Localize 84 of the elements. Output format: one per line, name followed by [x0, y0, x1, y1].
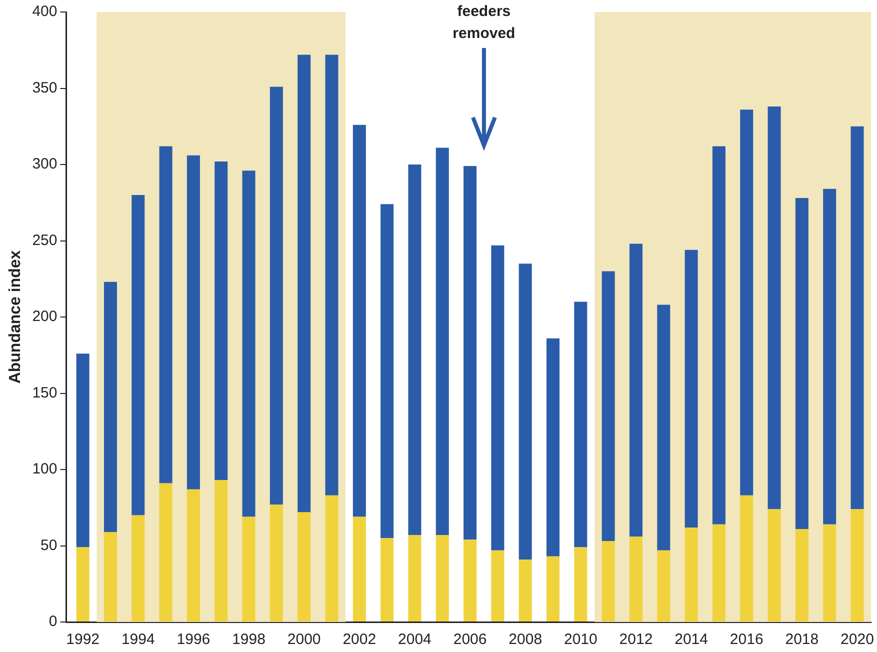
bar: [214, 161, 228, 480]
x-tick-label: 1996: [176, 631, 210, 648]
y-tick-label: 150: [32, 384, 58, 402]
bar: [159, 483, 172, 622]
bar: [629, 536, 642, 622]
bar: [325, 495, 338, 622]
x-tick-label: 2020: [840, 631, 874, 648]
bar: [518, 559, 532, 622]
y-tick-label: 0: [48, 613, 58, 630]
y-tick-label: 400: [32, 3, 58, 20]
bar: [768, 509, 781, 622]
bar: [518, 264, 532, 560]
bar: [574, 547, 588, 622]
bar: [352, 124, 366, 517]
bar: [823, 524, 836, 622]
bar: [602, 541, 615, 622]
x-tick-label: 2010: [564, 631, 598, 648]
bar: [76, 354, 90, 548]
bar: [325, 54, 338, 496]
bar: [602, 271, 615, 542]
x-tick-label: 2004: [398, 631, 432, 648]
bar: [464, 166, 477, 540]
bar: [712, 524, 726, 622]
bar: [546, 338, 560, 556]
bar: [186, 489, 200, 622]
bar: [684, 250, 698, 528]
bar: [104, 282, 117, 532]
bar: [436, 148, 449, 536]
bar: [657, 304, 670, 550]
bar: [740, 495, 754, 622]
bar: [270, 504, 283, 622]
bar: [629, 244, 642, 537]
y-tick-label: 100: [32, 460, 58, 478]
bar: [76, 547, 90, 622]
y-axis-title: Abundance index: [7, 250, 24, 384]
y-tick-label: 350: [32, 79, 58, 96]
bar: [823, 188, 836, 524]
y-tick-label: 250: [32, 232, 58, 249]
x-tick-label: 2012: [619, 631, 653, 648]
x-tick-label: 2000: [287, 631, 321, 648]
bar: [491, 245, 504, 550]
x-tick-label: 2014: [674, 631, 708, 648]
x-tick-label: 2008: [508, 631, 542, 648]
bar: [684, 527, 698, 622]
x-tick-label: 2002: [342, 631, 376, 648]
bar: [408, 164, 422, 536]
bar: [159, 146, 172, 484]
bar: [546, 556, 560, 622]
bar: [186, 155, 200, 490]
bar: [795, 198, 808, 529]
bar: [464, 540, 477, 622]
bar: [574, 302, 588, 548]
y-tick-label: 200: [32, 308, 58, 326]
bar: [491, 550, 504, 622]
bar: [657, 550, 670, 622]
x-tick-label: 1994: [121, 631, 155, 648]
y-tick-label: 300: [32, 156, 58, 173]
bar: [242, 170, 256, 517]
bar: [436, 535, 449, 622]
bar: [352, 516, 366, 622]
annotation: feeders removed: [452, 3, 516, 42]
x-tick-label: 1998: [232, 631, 266, 648]
x-tick-label: 1992: [66, 631, 100, 648]
bar: [850, 509, 864, 622]
bar: [132, 195, 145, 516]
x-tick-label: 2016: [730, 631, 764, 648]
bar: [408, 535, 422, 622]
y-tick-label: 50: [40, 536, 58, 554]
bar: [242, 516, 256, 622]
x-tick-label: 2018: [785, 631, 819, 648]
bar: [298, 54, 311, 512]
bar: [298, 512, 311, 622]
bar: [768, 106, 781, 510]
bar: [740, 110, 754, 496]
bar: [270, 86, 283, 505]
bar: [380, 204, 394, 538]
bar: [380, 538, 394, 622]
bar: [795, 528, 808, 622]
bar: [104, 532, 117, 622]
x-tick-label: 2006: [453, 631, 487, 648]
bar: [712, 146, 726, 524]
bar: [132, 515, 145, 622]
bar: [850, 126, 864, 510]
bar: [214, 480, 228, 622]
